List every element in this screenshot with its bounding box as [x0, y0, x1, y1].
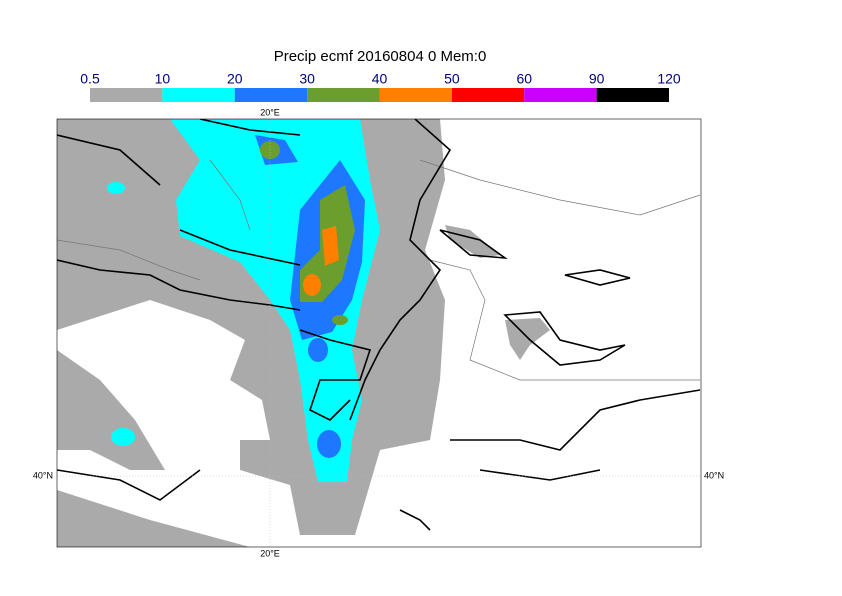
colorbar: 0.5 10 20 30 40 50 60 90 120 [80, 71, 681, 102]
colorbar-label: 90 [589, 71, 605, 87]
colorbar-segment [234, 88, 308, 102]
precip-area [322, 226, 339, 266]
colorbar-label: 30 [299, 71, 315, 87]
colorbar-label: 10 [155, 71, 171, 87]
colorbar-segment [307, 88, 380, 102]
map [57, 119, 701, 547]
precip-area [57, 350, 165, 470]
precip-area [332, 315, 348, 325]
coastline [439, 229, 631, 366]
colorbar-segment [451, 88, 525, 102]
colorbar-label: 60 [516, 71, 532, 87]
precip-area [308, 338, 328, 362]
precip-area [111, 428, 135, 446]
precip-area [57, 490, 250, 547]
title: Precip ecmf 20160804 0 Mem:0 [274, 48, 487, 65]
colorbar-segment [162, 88, 235, 102]
colorbar-label: 40 [372, 71, 388, 87]
colorbar-segment [379, 88, 452, 102]
colorbar-segment [90, 88, 163, 102]
lat-label: 40°N [33, 470, 53, 480]
lon-label: 20°E [260, 107, 280, 117]
precip-area [445, 225, 500, 258]
precip-area [303, 274, 321, 296]
colorbar-label: 0.5 [80, 71, 100, 87]
precip-area [317, 430, 341, 458]
border [57, 159, 701, 381]
lat-label: 40°N [704, 470, 724, 480]
precip-area [505, 318, 550, 360]
lon-label: 20°E [260, 548, 280, 558]
colorbar-label: 20 [227, 71, 243, 87]
precip-area [107, 182, 125, 194]
coastline [57, 119, 701, 531]
colorbar-label: 50 [444, 71, 460, 87]
colorbar-segment [596, 88, 669, 102]
map-frame [56, 118, 702, 548]
colorbar-label: 120 [657, 71, 681, 87]
colorbar-segment [524, 88, 597, 102]
